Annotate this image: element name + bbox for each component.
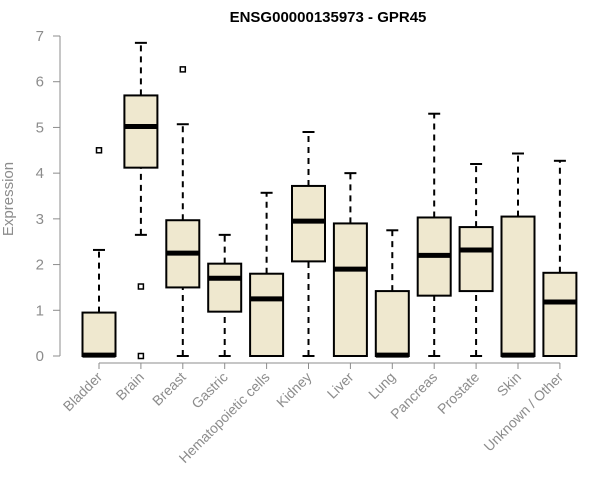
box-prostate — [458, 163, 494, 357]
box-iqr — [542, 271, 578, 357]
box-brain — [123, 41, 159, 360]
x-tick-label: Breast — [149, 369, 189, 409]
box-iqr — [500, 215, 536, 357]
box-liver — [332, 172, 368, 357]
box-lung — [374, 229, 410, 358]
box-iqr — [374, 290, 410, 358]
x-tick-label: Liver — [324, 369, 357, 402]
chart-title: ENSG00000135973 - GPR45 — [230, 9, 427, 26]
y-tick-label: 4 — [36, 165, 44, 182]
box-hematopoietic-cells — [249, 191, 285, 358]
y-tick-label: 3 — [36, 211, 44, 228]
box-iqr — [332, 222, 368, 357]
boxes-group — [81, 41, 578, 360]
x-tick-label: Prostate — [434, 369, 482, 417]
outlier-point — [137, 352, 145, 360]
y-tick-label: 5 — [36, 119, 44, 136]
outlier-point — [95, 147, 103, 154]
box-gastric — [207, 233, 243, 357]
y-tick-label: 6 — [36, 74, 44, 91]
box-breast — [165, 66, 201, 357]
x-tick-label: Pancreas — [387, 369, 440, 422]
x-tick-label: Skin — [494, 369, 525, 400]
x-tick-label: Lung — [365, 369, 398, 402]
box-pancreas — [416, 112, 452, 357]
x-tick-label: Brain — [113, 369, 147, 403]
x-tick-label: Unknown / Other — [480, 369, 566, 455]
box-unknown-other — [542, 159, 578, 357]
box-iqr — [81, 311, 117, 358]
box-iqr — [458, 226, 494, 293]
outlier-point — [137, 283, 145, 290]
outlier-point — [179, 66, 187, 73]
x-tick-label: Kidney — [273, 369, 315, 411]
y-tick-label: 7 — [36, 28, 44, 45]
box-bladder — [81, 147, 117, 358]
y-axis: 0 1 2 3 4 5 6 7 — [36, 28, 61, 365]
y-tick-label: 2 — [36, 257, 44, 274]
y-tick-label: 0 — [36, 348, 44, 365]
x-tick-label: Bladder — [60, 369, 106, 415]
box-iqr — [291, 184, 326, 263]
box-iqr — [249, 272, 285, 358]
box-skin — [500, 152, 536, 358]
box-iqr — [123, 94, 159, 169]
y-tick-label: 1 — [36, 302, 44, 319]
y-axis-label: Expression — [0, 162, 17, 236]
box-kidney — [291, 131, 326, 357]
box-iqr — [207, 262, 243, 313]
